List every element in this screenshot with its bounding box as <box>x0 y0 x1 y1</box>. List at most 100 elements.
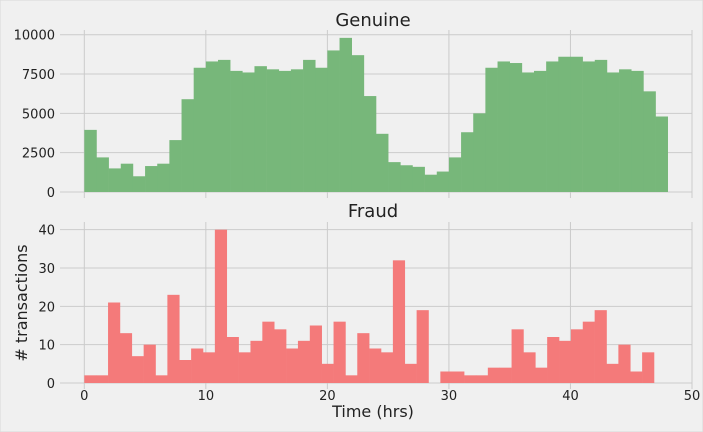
genuine-panel: Genuine 0 2500 5000 7500 10000 <box>14 10 693 201</box>
genuine-bar <box>303 59 316 192</box>
genuine-bar <box>84 129 97 192</box>
genuine-bar <box>631 70 644 192</box>
fraud-x-ticks: 0 10 20 30 40 50 <box>80 389 700 404</box>
fraud-y-tick-label: 20 <box>38 300 55 315</box>
genuine-bar <box>120 163 134 192</box>
genuine-y-ticks: 0 2500 5000 7500 10000 <box>14 29 55 201</box>
genuine-bar <box>193 67 207 192</box>
fraud-y-tick-label: 30 <box>38 262 55 277</box>
genuine-bar <box>655 116 668 192</box>
genuine-bar <box>473 113 486 192</box>
genuine-bar <box>351 55 365 193</box>
fraud-bar <box>369 348 382 383</box>
genuine-bar <box>108 168 122 192</box>
fraud-bar <box>119 333 133 383</box>
genuine-bar <box>205 61 219 192</box>
fraud-bar <box>475 375 489 383</box>
fraud-x-tick-label: 50 <box>684 389 701 404</box>
genuine-bar <box>521 72 535 192</box>
genuine-bar <box>157 163 170 192</box>
fraud-y-tick-label: 10 <box>38 339 55 354</box>
genuine-bar <box>558 56 571 192</box>
fraud-bar <box>250 340 263 383</box>
genuine-bar <box>278 70 292 192</box>
fraud-bar <box>559 340 572 383</box>
genuine-bar <box>132 176 146 192</box>
genuine-bar <box>570 56 583 192</box>
genuine-y-tick-label: 2500 <box>22 147 55 162</box>
fraud-bar <box>286 348 299 383</box>
fraud-bar <box>214 229 228 383</box>
genuine-bar <box>254 66 267 192</box>
genuine-bar <box>619 69 632 192</box>
fraud-bar <box>392 260 406 383</box>
fraud-bar <box>511 329 524 383</box>
genuine-bars <box>84 37 668 193</box>
fraud-bar <box>262 321 275 383</box>
genuine-bar <box>327 50 340 193</box>
genuine-bar <box>461 132 474 192</box>
fraud-bar <box>297 340 311 383</box>
genuine-bar <box>363 96 377 192</box>
genuine-y-tick-label: 7500 <box>22 68 55 83</box>
fraud-bar <box>570 329 584 383</box>
fraud-bar <box>179 360 192 383</box>
fraud-bar <box>452 371 465 383</box>
fraud-x-tick-label: 0 <box>80 389 88 404</box>
fraud-bars <box>84 229 655 383</box>
fraud-bar <box>345 375 358 383</box>
fraud-bar <box>167 294 180 383</box>
genuine-bar <box>230 70 243 192</box>
fraud-bar <box>357 333 370 383</box>
genuine-bar <box>218 59 231 192</box>
genuine-bar <box>485 67 498 192</box>
fraud-x-axis-label: Time (hrs) <box>331 402 414 421</box>
fraud-bar <box>131 356 144 383</box>
genuine-bar <box>582 61 596 192</box>
fraud-bar <box>487 367 500 383</box>
fraud-bar <box>535 367 548 383</box>
genuine-title: Genuine <box>335 10 410 31</box>
fraud-bar <box>642 352 655 383</box>
genuine-bar <box>594 59 608 192</box>
genuine-bar <box>448 157 462 192</box>
fraud-bar <box>594 310 607 383</box>
genuine-bar <box>339 37 352 193</box>
fraud-bar <box>582 321 595 383</box>
fraud-title: Fraud <box>348 201 398 222</box>
genuine-bar <box>96 157 109 192</box>
fraud-bar <box>202 352 216 383</box>
genuine-y-tick-label: 0 <box>47 186 55 201</box>
fraud-bar <box>333 321 346 383</box>
fraud-y-tick-label: 40 <box>38 224 55 239</box>
fraud-bar <box>155 375 168 383</box>
fraud-bar <box>416 310 429 383</box>
genuine-bar <box>315 67 328 192</box>
fraud-x-tick-label: 20 <box>319 389 336 404</box>
fraud-bar <box>464 375 477 383</box>
fraud-bar <box>321 363 334 383</box>
fraud-y-ticks: 0 10 20 30 40 <box>38 224 55 392</box>
fraud-bar <box>499 367 512 383</box>
fraud-bar <box>238 352 251 383</box>
genuine-bar <box>400 165 413 192</box>
fraud-x-tick-label: 40 <box>562 389 579 404</box>
fraud-bar <box>96 375 109 383</box>
genuine-bar <box>376 133 389 192</box>
fraud-bar <box>108 302 121 383</box>
fraud-bar <box>84 375 97 383</box>
fraud-bar <box>381 352 394 383</box>
genuine-bar <box>388 162 401 192</box>
genuine-bar <box>546 61 559 192</box>
fraud-bar <box>226 337 239 383</box>
genuine-y-tick-label: 10000 <box>14 29 55 44</box>
genuine-bar <box>606 72 620 192</box>
fraud-bar <box>618 344 631 383</box>
fraud-bar <box>143 344 156 383</box>
genuine-bar <box>497 61 510 192</box>
genuine-bar <box>643 91 656 192</box>
fraud-bar <box>523 352 536 383</box>
genuine-bar <box>181 99 194 192</box>
genuine-bar <box>509 63 523 192</box>
